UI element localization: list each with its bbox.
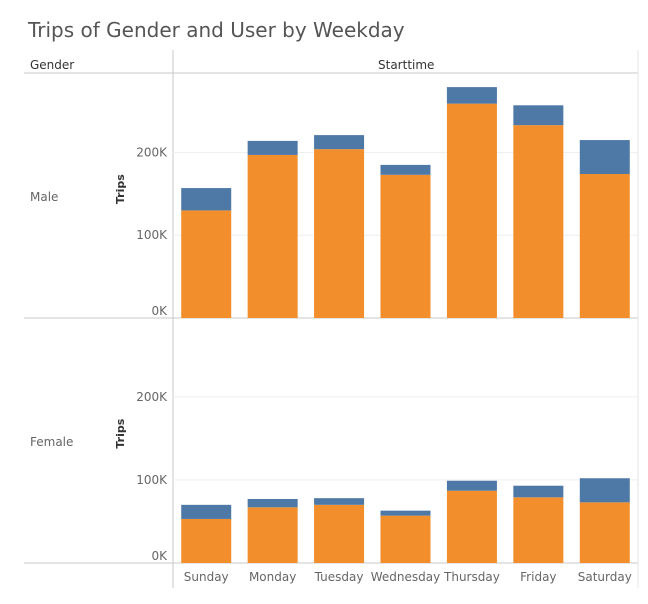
bar-segment-male-friday-lower <box>513 125 564 318</box>
column-dimension-header: Starttime <box>378 58 435 72</box>
bar-segment-female-sunday-lower <box>181 518 232 563</box>
chart-title: Trips of Gender and User by Weekday <box>28 18 405 42</box>
bar-segment-female-saturday-lower <box>579 502 630 563</box>
x-tick-label: Sunday <box>184 570 229 584</box>
bar-segment-male-saturday-lower <box>579 174 630 318</box>
x-tick-label: Saturday <box>578 570 632 584</box>
panel-label-male: Male <box>30 190 59 204</box>
x-tick-label: Monday <box>249 570 296 584</box>
bar-segment-male-monday-lower <box>247 154 298 318</box>
y-tick-label: 200K <box>136 390 168 404</box>
y-axis-title: Trips <box>114 174 127 204</box>
bar-segment-male-wednesday-upper <box>380 164 431 175</box>
bar-segment-male-thursday-lower <box>446 103 497 318</box>
bar-segment-female-sunday-upper <box>181 504 232 519</box>
x-tick-label: Tuesday <box>314 570 364 584</box>
x-tick-label: Wednesday <box>371 570 440 584</box>
bar-segment-male-sunday-upper <box>181 188 232 211</box>
bar-segment-female-friday-upper <box>513 485 564 498</box>
bar-segment-male-wednesday-lower <box>380 174 431 318</box>
bar-segment-female-wednesday-lower <box>380 515 431 563</box>
bar-segment-female-thursday-lower <box>446 490 497 563</box>
y-axis-title: Trips <box>114 418 127 448</box>
bar-segment-female-tuesday-upper <box>314 498 365 505</box>
y-tick-label: 100K <box>136 228 168 242</box>
bar-segment-female-wednesday-upper <box>380 510 431 516</box>
bar-segment-female-friday-lower <box>513 497 564 563</box>
y-tick-label: 0K <box>151 549 168 563</box>
bar-segment-male-tuesday-lower <box>314 149 365 318</box>
bar-segment-female-monday-upper <box>247 499 298 508</box>
bar-segment-female-tuesday-lower <box>314 504 365 563</box>
bar-segment-male-saturday-upper <box>579 140 630 174</box>
panel-label-female: Female <box>30 435 74 449</box>
bar-segment-female-thursday-upper <box>446 480 497 491</box>
x-tick-label: Thursday <box>443 570 500 584</box>
bar-segment-male-friday-upper <box>513 105 564 126</box>
y-tick-label: 100K <box>136 473 168 487</box>
bar-segment-male-thursday-upper <box>446 87 497 104</box>
x-tick-label: Friday <box>520 570 556 584</box>
bar-segment-female-saturday-upper <box>579 478 630 503</box>
y-tick-label: 200K <box>136 145 168 159</box>
bar-segment-male-sunday-lower <box>181 210 232 318</box>
bar-segment-male-tuesday-upper <box>314 135 365 150</box>
row-dimension-header: Gender <box>30 58 75 72</box>
y-tick-label: 0K <box>151 304 168 318</box>
bar-segment-male-monday-upper <box>247 140 298 155</box>
bar-segment-female-monday-lower <box>247 507 298 563</box>
